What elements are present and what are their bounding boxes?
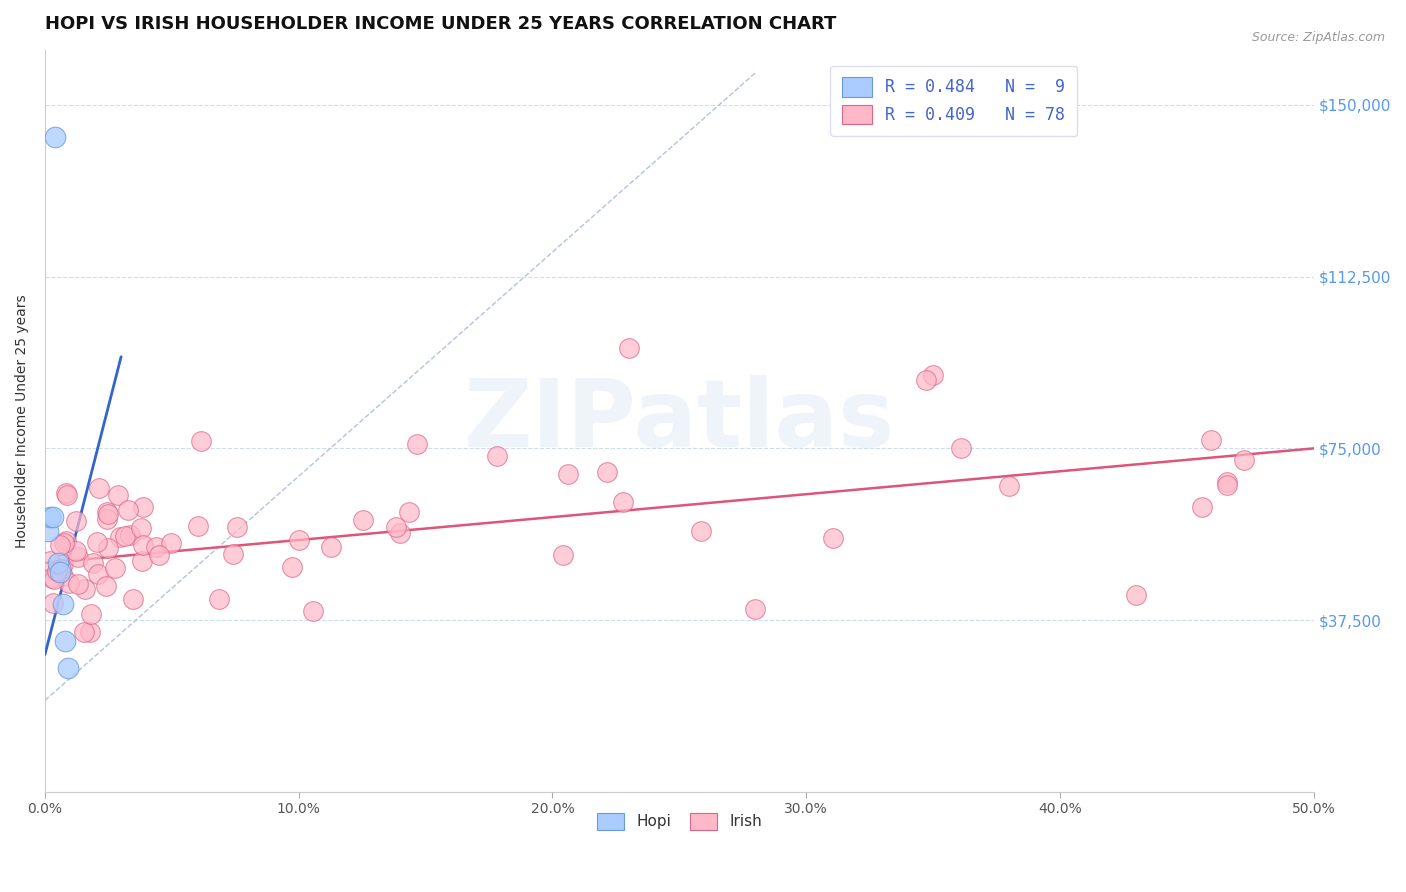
Point <box>52 558 75 572</box>
Point <box>65 544 87 558</box>
Point <box>690 524 713 538</box>
Point <box>321 540 343 554</box>
Point <box>922 368 945 383</box>
Point <box>42 596 65 610</box>
Point <box>302 604 325 618</box>
Point <box>58 575 80 590</box>
Point <box>42 572 65 586</box>
Point <box>131 554 153 568</box>
Point <box>41 571 63 585</box>
Point <box>87 567 110 582</box>
Point <box>553 548 575 562</box>
Point <box>108 530 131 544</box>
Point <box>53 536 76 550</box>
Point <box>41 510 63 524</box>
Point <box>617 341 640 355</box>
Point <box>49 565 72 579</box>
Point <box>97 541 120 556</box>
Point <box>48 538 70 552</box>
Y-axis label: Householder Income Under 25 years: Householder Income Under 25 years <box>15 294 30 548</box>
Point <box>406 436 429 450</box>
Point <box>53 633 76 648</box>
Point <box>37 524 59 538</box>
Point <box>65 514 87 528</box>
Point <box>222 547 245 561</box>
Point <box>46 556 69 570</box>
Text: ZIPatlas: ZIPatlas <box>464 375 896 467</box>
Point <box>1215 477 1237 491</box>
Point <box>1191 500 1213 515</box>
Point <box>385 519 408 533</box>
Point <box>190 434 212 449</box>
Text: HOPI VS IRISH HOUSEHOLDER INCOME UNDER 25 YEARS CORRELATION CHART: HOPI VS IRISH HOUSEHOLDER INCOME UNDER 2… <box>45 15 837 33</box>
Point <box>486 449 509 463</box>
Point <box>1199 433 1222 447</box>
Point <box>52 569 75 583</box>
Point <box>55 534 77 549</box>
Point <box>131 520 153 534</box>
Point <box>122 591 145 606</box>
Point <box>352 512 374 526</box>
Point <box>56 661 79 675</box>
Point <box>79 624 101 639</box>
Point <box>997 479 1019 493</box>
Point <box>51 562 73 576</box>
Point <box>744 601 766 615</box>
Point <box>1216 475 1239 489</box>
Point <box>280 560 302 574</box>
Point <box>612 495 634 509</box>
Point <box>94 578 117 592</box>
Point <box>96 511 118 525</box>
Point <box>56 488 79 502</box>
Point <box>80 607 103 621</box>
Point <box>132 500 155 515</box>
Point <box>44 129 66 144</box>
Legend: Hopi, Irish: Hopi, Irish <box>591 806 768 837</box>
Point <box>114 528 136 542</box>
Point <box>104 560 127 574</box>
Point <box>39 510 62 524</box>
Point <box>73 624 96 639</box>
Point <box>46 564 69 578</box>
Point <box>398 505 420 519</box>
Point <box>82 556 104 570</box>
Point <box>73 582 96 596</box>
Point <box>1232 453 1254 467</box>
Point <box>55 486 77 500</box>
Point <box>96 505 118 519</box>
Point <box>145 540 167 554</box>
Point <box>950 441 973 455</box>
Point <box>288 533 311 547</box>
Point <box>89 482 111 496</box>
Point <box>117 503 139 517</box>
Point <box>226 520 249 534</box>
Point <box>915 374 938 388</box>
Point <box>118 528 141 542</box>
Point <box>148 548 170 562</box>
Point <box>97 508 120 522</box>
Point <box>107 488 129 502</box>
Point <box>1125 588 1147 602</box>
Point <box>595 465 617 479</box>
Point <box>160 536 183 550</box>
Point <box>86 535 108 549</box>
Point <box>66 577 89 591</box>
Point <box>132 538 155 552</box>
Point <box>66 549 89 564</box>
Point <box>52 597 75 611</box>
Point <box>187 519 209 533</box>
Text: Source: ZipAtlas.com: Source: ZipAtlas.com <box>1251 31 1385 45</box>
Point <box>389 525 412 540</box>
Point <box>821 531 844 545</box>
Point <box>557 467 579 481</box>
Point <box>208 592 231 607</box>
Point <box>38 554 60 568</box>
